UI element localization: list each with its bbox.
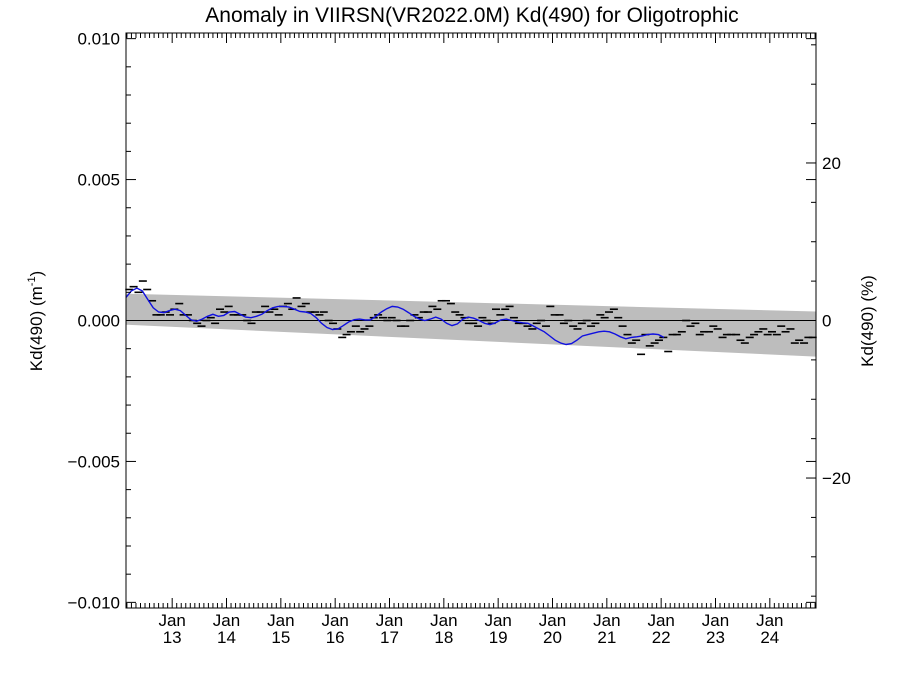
y-tick-label: 0.000 — [77, 312, 120, 331]
y-tick-label: 0.005 — [77, 171, 120, 190]
x-tick-label-month: Jan — [647, 611, 674, 630]
y-tick-label: −0.010 — [68, 593, 120, 612]
smoothed-anomaly-line — [125, 287, 665, 346]
y2-tick-label: −20 — [822, 469, 851, 488]
x-tick-label-month: Jan — [158, 611, 185, 630]
y-tick-label: −0.005 — [68, 452, 120, 471]
x-tick-label-year: 19 — [489, 628, 508, 647]
x-tick-label-month: Jan — [484, 611, 511, 630]
x-tick-label-year: 18 — [434, 628, 453, 647]
x-tick-label-year: 13 — [163, 628, 182, 647]
x-tick-label-month: Jan — [539, 611, 566, 630]
band-area — [126, 293, 816, 357]
x-tick-label-year: 21 — [597, 628, 616, 647]
x-tick-label-month: Jan — [213, 611, 240, 630]
x-tick-label-year: 20 — [543, 628, 562, 647]
axis-ticks: 0.0100.0050.000−0.005−0.010200−20Jan13Ja… — [68, 30, 851, 647]
x-tick-label-year: 22 — [652, 628, 671, 647]
x-tick-label-year: 16 — [326, 628, 345, 647]
y2-tick-label: 0 — [822, 312, 831, 331]
x-tick-label-month: Jan — [376, 611, 403, 630]
y2-tick-label: 20 — [822, 154, 841, 173]
y-axis-label-left: Kd(490) (m-1) — [26, 271, 46, 371]
y-axis-label-left-close: ) — [27, 271, 46, 277]
x-tick-label-year: 17 — [380, 628, 399, 647]
x-tick-label-month: Jan — [702, 611, 729, 630]
x-tick-label-year: 24 — [760, 628, 779, 647]
x-tick-label-year: 23 — [706, 628, 725, 647]
x-tick-label-month: Jan — [756, 611, 783, 630]
x-tick-label-month: Jan — [593, 611, 620, 630]
y-axis-label-left-main: Kd(490) (m — [27, 286, 46, 371]
y-axis-label-right: Kd(490) (%) — [858, 275, 877, 367]
y-axis-label-left-sup: -1 — [26, 276, 38, 286]
x-tick-label-year: 15 — [271, 628, 290, 647]
x-tick-label-month: Jan — [321, 611, 348, 630]
x-tick-label-month: Jan — [430, 611, 457, 630]
confidence-band — [126, 293, 816, 357]
y-tick-label: 0.010 — [77, 30, 120, 49]
chart-title: Anomaly in VIIRSN(VR2022.0M) Kd(490) for… — [205, 4, 738, 27]
x-tick-label-month: Jan — [267, 611, 294, 630]
x-tick-label-year: 14 — [217, 628, 236, 647]
